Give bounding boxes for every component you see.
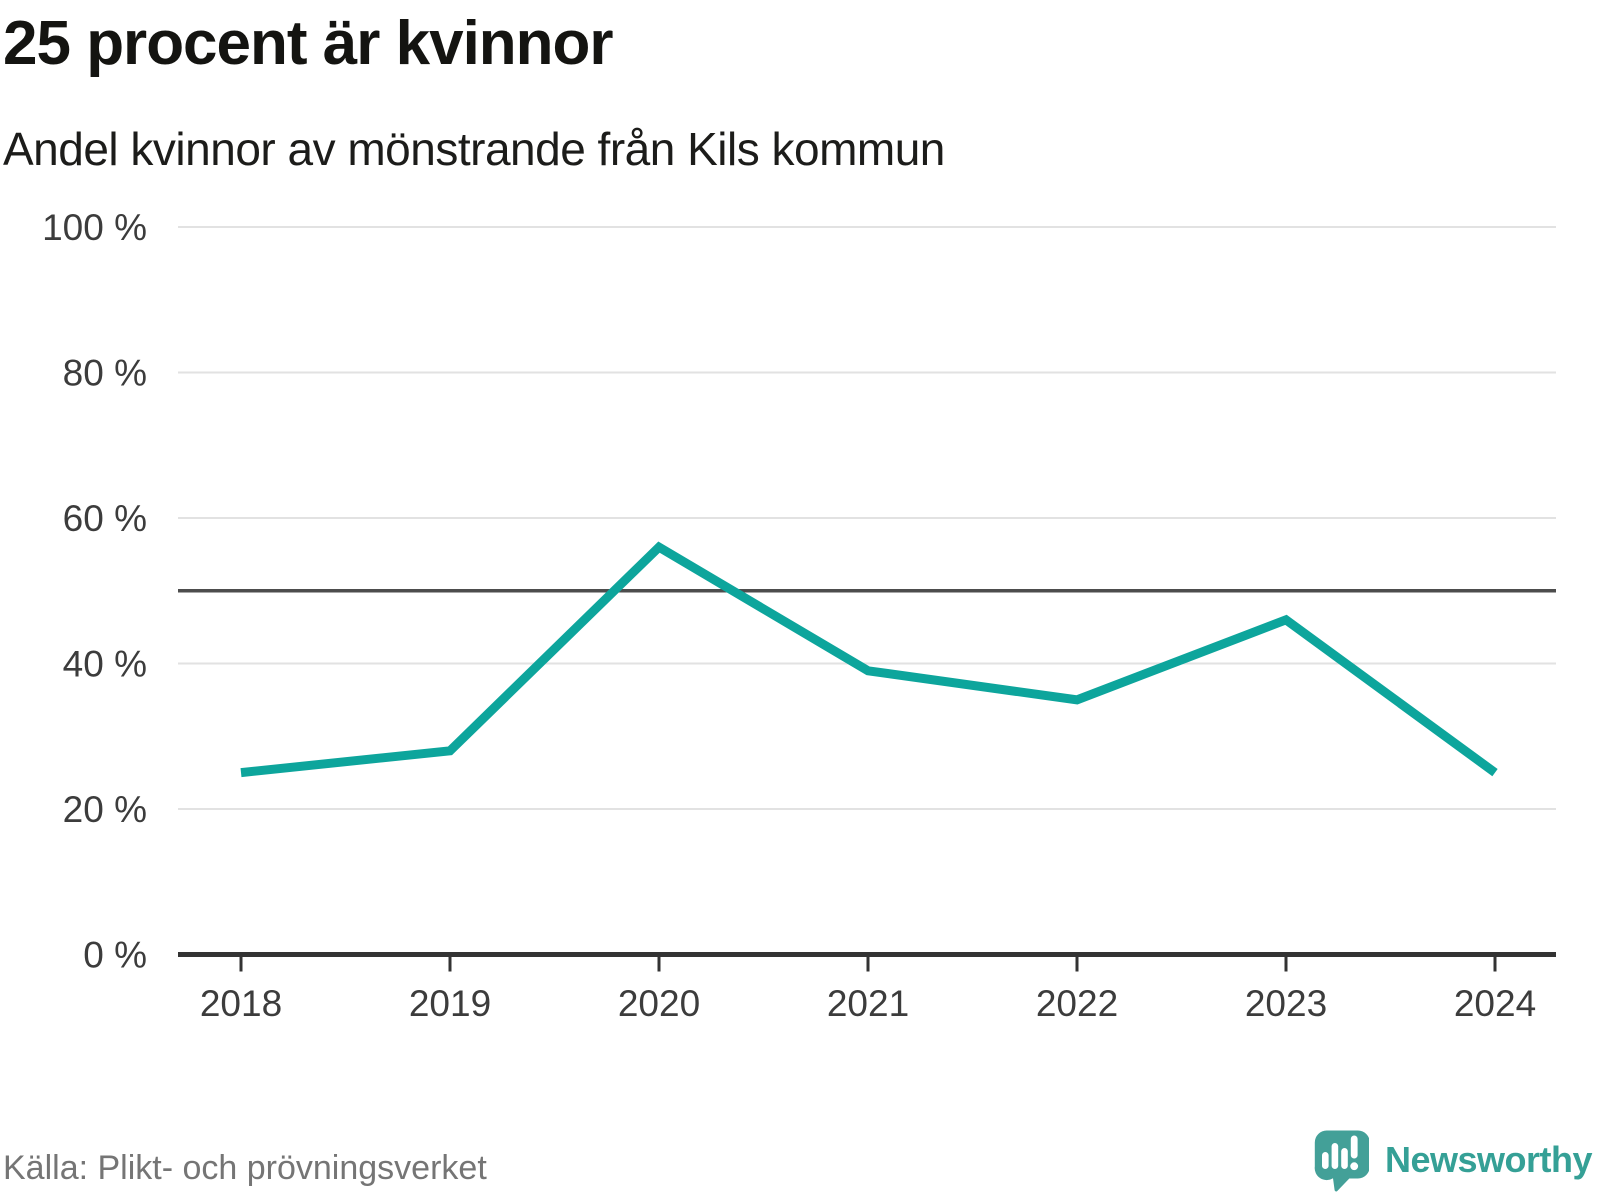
x-tick-label: 2018 — [200, 983, 282, 1024]
chart-title: 25 procent är kvinnor — [3, 9, 614, 78]
brand-name: Newsworthy — [1384, 1139, 1593, 1180]
x-tick-label: 2019 — [409, 983, 491, 1024]
y-tick-label: 100 % — [42, 207, 147, 248]
x-tick-label: 2021 — [827, 983, 909, 1024]
y-tick-label: 60 % — [63, 498, 147, 539]
x-tick-label: 2022 — [1036, 983, 1118, 1024]
x-tick-label: 2023 — [1245, 983, 1327, 1024]
newsworthy-logo-icon — [1314, 1130, 1369, 1192]
x-tick-label: 2020 — [618, 983, 700, 1024]
y-tick-label: 0 % — [83, 935, 147, 976]
y-tick-label: 80 % — [63, 353, 147, 394]
chart-subtitle: Andel kvinnor av mönstrande från Kils ko… — [3, 123, 945, 175]
source-credit: Källa: Plikt- och prövningsverket — [3, 1149, 487, 1187]
data-line — [240, 541, 1498, 778]
y-tick-label: 40 % — [63, 644, 147, 685]
y-tick-label: 20 % — [63, 789, 147, 830]
brand-footer: Newsworthy — [1311, 1128, 1593, 1192]
x-tick-label: 2024 — [1454, 983, 1536, 1024]
